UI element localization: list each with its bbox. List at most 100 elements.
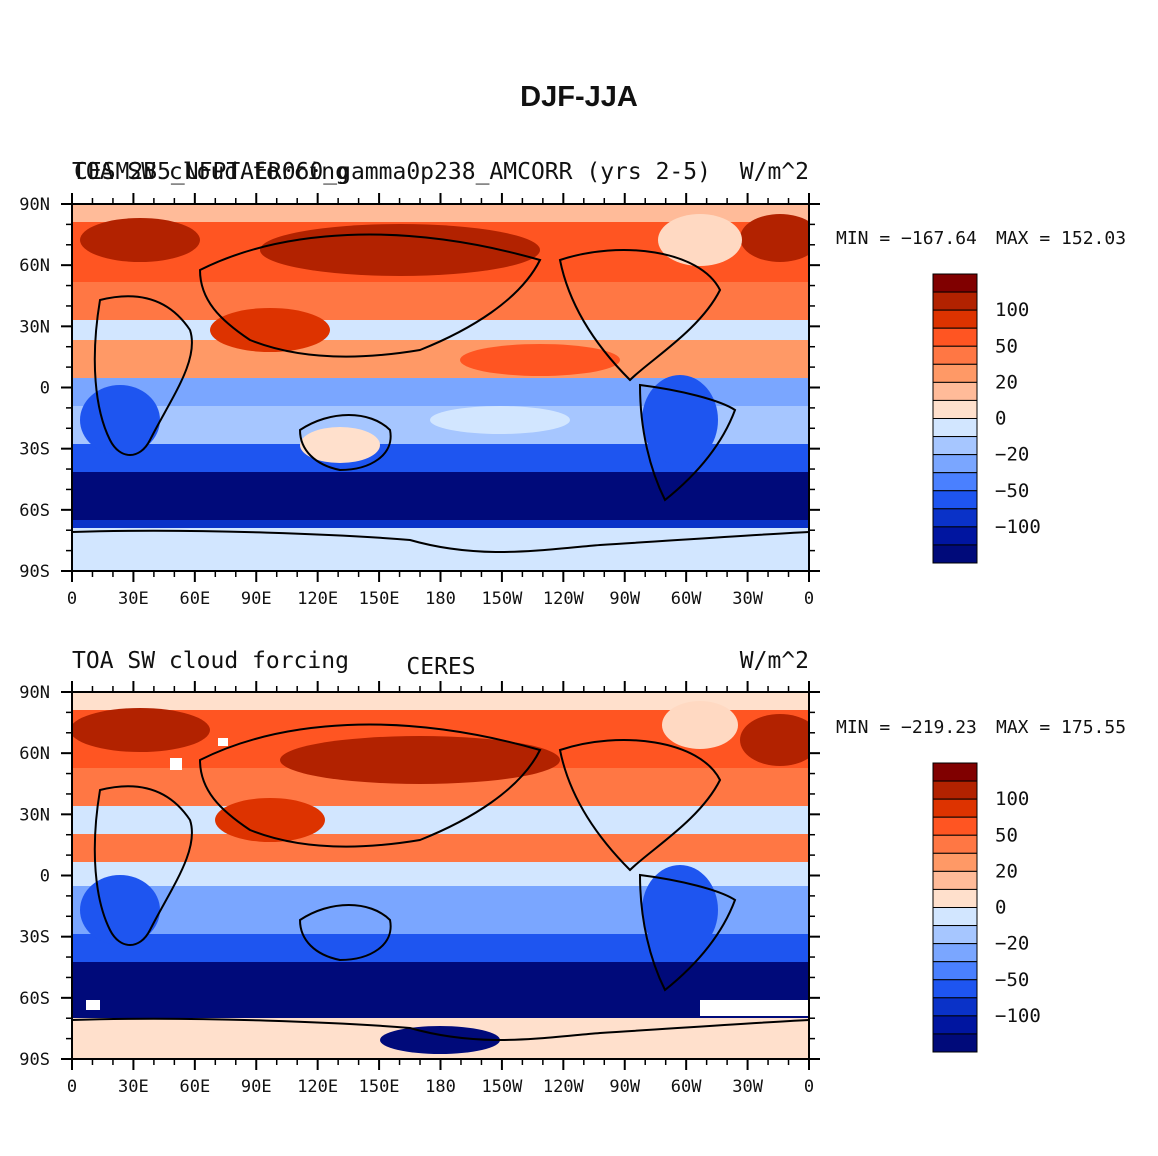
coast2-antarctica [72, 1017, 809, 1041]
feature-africa [80, 385, 160, 455]
panel2-x-tick-label: 60W [671, 1077, 702, 1097]
panel2-x-tick-label: 0 [804, 1077, 814, 1097]
panel1-x-tick-label: 0 [67, 589, 77, 609]
coast-eurasia [198, 233, 542, 358]
panel1-x-tick-label: 0 [804, 589, 814, 609]
panel2-colorbar-label: 0 [995, 897, 1006, 919]
panel2-max-label: MAX = 175.55 [996, 717, 1126, 738]
panel1-colorbar-box [932, 273, 978, 293]
panel2-y-tick-label: 60N [19, 744, 50, 764]
panel1-colorbar-label: 100 [995, 299, 1029, 321]
panel1-colorbar-box [932, 399, 978, 419]
coast2-n-america [558, 739, 722, 872]
panel2-y-tick-label: 60S [19, 989, 50, 1009]
feature-australia [300, 427, 380, 463]
panel1-colorbar-box [932, 327, 978, 347]
panel1-max-label: MAX = 152.03 [996, 228, 1126, 249]
band2-high-s [72, 962, 809, 1020]
feature-s-america [642, 375, 718, 465]
coast2-africa [93, 785, 193, 946]
panel2-colorbar-label: −20 [995, 933, 1029, 955]
panel2-y-tick-label: 90S [19, 1050, 50, 1070]
panel1-colorbar-box [932, 508, 978, 528]
panel2-colorbar-label: 50 [995, 824, 1018, 846]
coast-australia [298, 414, 392, 472]
panel2-x-tick-label: 120W [543, 1077, 585, 1097]
panel1-units: W/m^2 [740, 159, 809, 185]
panel2-colorbar-box [932, 852, 978, 872]
panel2-colorbar-box [932, 870, 978, 890]
panel1-x-tick-label: 30W [732, 589, 763, 609]
panel2-colorbar-box [932, 1033, 978, 1053]
panel2-x-tick-label: 150W [481, 1077, 523, 1097]
panel-model: TOA SW cloud forcing CESM2B5_NFPTAER060_… [19, 159, 1126, 609]
panel1-axes: 0 30E 60E 90E 120E 150E 180 150W 120W 90W 60W 30W 09… [19, 193, 820, 609]
panel1-colorbar-box [932, 381, 978, 401]
panel2-colorbar-box [932, 979, 978, 999]
coast-s-america [638, 383, 737, 502]
feature-pacific [460, 344, 620, 376]
panel1-y-tick-label: 30N [19, 317, 50, 337]
band2-trop-n [72, 834, 809, 864]
feature-asia [210, 308, 330, 352]
panel1-colorbar: 100 50 20 0 −20 −50 −100 [932, 273, 1041, 564]
panel1-y-tick-label: 60S [19, 501, 50, 521]
feature2-europe [72, 708, 210, 752]
panel2-x-tick-label: 120E [297, 1077, 338, 1097]
panel1-field [72, 204, 809, 571]
coast-antarctica [72, 529, 809, 553]
panel2-colorbar-box [932, 997, 978, 1017]
panel1-colorbar-label: 50 [995, 335, 1018, 357]
coast-n-america [558, 249, 722, 382]
band-subtrop-n [72, 320, 809, 342]
panel2-x-tick-label: 90W [609, 1077, 640, 1097]
missing-data-north [170, 758, 182, 770]
panel2-colorbar-box [932, 888, 978, 908]
panel2-y-tick-label: 30N [19, 805, 50, 825]
missing-data-south [86, 1000, 100, 1010]
panel1-colorbar-box [932, 544, 978, 564]
panel1-x-tick-label: 150E [359, 589, 400, 609]
panel2-min-label: MIN = −219.23 [836, 717, 977, 738]
panel1-x-tick-label: 150W [481, 589, 523, 609]
panel2-colorbar-label: 100 [995, 788, 1029, 810]
panel1-colorbar-label: −20 [995, 444, 1029, 466]
panel2-units: W/m^2 [740, 648, 809, 674]
panel2-colorbar: 100 50 20 0 −20 −50 −100 [932, 762, 1041, 1053]
panel1-x-tick-label: 120W [543, 589, 585, 609]
panel1-x-tick-label: 90E [241, 589, 272, 609]
panel1-x-tick-label: 120E [297, 589, 338, 609]
feature2-siberia [280, 736, 560, 784]
panel1-x-tick-label: 180 [425, 589, 456, 609]
band-trop-n [72, 340, 809, 380]
feature-greenland [658, 214, 742, 266]
panel2-colorbar-box [932, 943, 978, 963]
panel2-colorbar-box [932, 834, 978, 854]
panel2-y-tick-label: 30S [19, 928, 50, 948]
panel-ceres: TOA SW cloud forcing CERES W/m^2 [19, 648, 1126, 1097]
panel1-left-title: TOA SW cloud forcing [72, 159, 349, 185]
panel1-colorbar-label: −100 [995, 516, 1041, 538]
panel2-x-tick-label: 90E [241, 1077, 272, 1097]
feature2-asia [215, 798, 325, 842]
panel2-field [72, 692, 809, 1059]
panel1-x-tick-label: 30E [118, 589, 149, 609]
panel2-colorbar-box [932, 762, 978, 782]
panel2-x-tick-label: 0 [67, 1077, 77, 1097]
panel2-y-tick-label: 0 [40, 867, 50, 887]
panel1-y-tick-label: 90S [19, 562, 50, 582]
feature2-greenland [662, 701, 738, 749]
panel1-y-tick-label: 0 [40, 379, 50, 399]
panel2-x-tick-label: 60E [179, 1077, 210, 1097]
panel1-colorbar-box [932, 526, 978, 546]
panel2-left-title: TOA SW cloud forcing [72, 648, 349, 674]
feature-europe [80, 218, 200, 262]
panel1-min-label: MIN = −167.64 [836, 228, 977, 249]
panel2-colorbar-label: −50 [995, 969, 1029, 991]
panel2-colorbar-box [932, 816, 978, 836]
panel2-colorbar-label: 20 [995, 860, 1018, 882]
panel1-x-tick-label: 90W [609, 589, 640, 609]
panel1-y-tick-label: 60N [19, 256, 50, 276]
panel2-y-tick-label: 90N [19, 683, 50, 703]
panel2-x-tick-label: 150E [359, 1077, 400, 1097]
